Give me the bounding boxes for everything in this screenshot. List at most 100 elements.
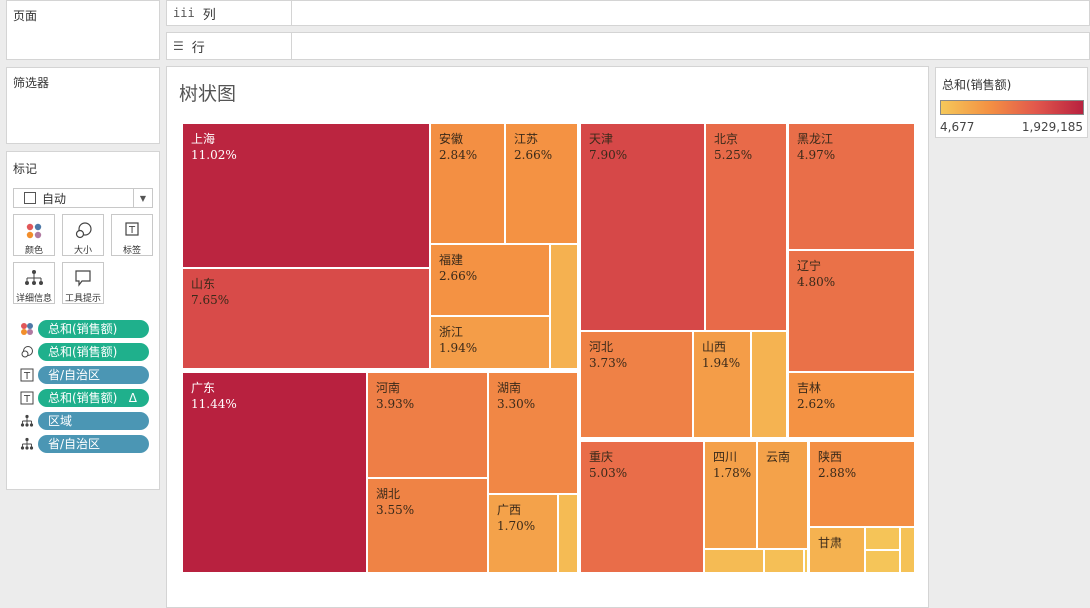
rows-shelf-text: 行 [191, 40, 205, 56]
treemap-tile[interactable] [558, 494, 578, 573]
label-measure-pill[interactable]: 总和(销售额) Δ [38, 389, 149, 407]
tile-province-label: 上海 [191, 132, 216, 146]
pages-panel-title: 页面 [13, 9, 38, 23]
treemap-tile[interactable]: 浙江 1.94% [430, 316, 550, 369]
tile-share-label: 7.90% [589, 148, 628, 162]
filters-panel[interactable]: 筛选器 [6, 67, 160, 144]
detail-button-label: 详细信息 [15, 294, 52, 304]
tile-province-label: 云南 [766, 450, 791, 464]
label-province-pill[interactable]: 省/自治区 [38, 366, 149, 384]
detail-region-pill[interactable]: 区域 [38, 412, 149, 430]
tile-province-label: 天津 [589, 132, 614, 146]
treemap-tile[interactable] [865, 550, 900, 573]
tile-share-label: 3.30% [497, 397, 536, 411]
legend-min: 4,677 [940, 120, 975, 134]
pill-text: 省/自治区 [48, 368, 101, 382]
treemap-tile[interactable] [550, 244, 578, 369]
treemap-tile[interactable]: 吉林 2.62% [788, 372, 915, 438]
color-measure-pill[interactable]: 总和(销售额) [38, 320, 149, 338]
treemap-tile[interactable]: 山西 1.94% [693, 331, 751, 438]
chart-title: 树状图 [179, 83, 237, 105]
rows-shelf[interactable]: ☰ 行 [166, 32, 1090, 60]
tile-province-label: 河北 [589, 340, 614, 354]
treemap-tile[interactable]: 江苏 2.66% [505, 123, 578, 244]
treemap-tile[interactable] [865, 527, 900, 550]
legend-max: 1,929,185 [1021, 120, 1083, 134]
tile-share-label: 3.93% [376, 397, 415, 411]
label-text-icon: T [20, 391, 34, 405]
treemap-tile[interactable]: 辽宁 4.80% [788, 250, 915, 372]
treemap-tile[interactable]: 福建 2.66% [430, 244, 550, 316]
tile-share-label: 5.03% [589, 466, 628, 480]
treemap-tile[interactable]: 云南 [757, 441, 808, 549]
treemap-tile[interactable]: 湖北 3.55% [367, 478, 488, 573]
svg-text:T: T [128, 225, 136, 236]
treemap-tile[interactable]: 山东 7.65% [182, 268, 430, 369]
tile-province-label: 湖北 [376, 487, 401, 501]
tile-share-label: 3.73% [589, 356, 628, 370]
treemap-tile[interactable]: 安徽 2.84% [430, 123, 505, 244]
treemap-tile[interactable]: 重庆 5.03% [580, 441, 704, 573]
tile-share-label: 1.94% [702, 356, 741, 370]
color-button-label: 颜色 [24, 246, 43, 256]
tile-share-label: 1.94% [439, 341, 478, 355]
tile-province-label: 黑龙江 [797, 132, 834, 146]
size-measure-pill[interactable]: 总和(销售额) [38, 343, 149, 361]
treemap-tile[interactable] [900, 527, 915, 573]
size-circles-icon [75, 222, 92, 239]
color-legend[interactable]: 总和(销售额) 4,677 1,929,185 [935, 67, 1088, 138]
treemap-tile[interactable]: 北京 5.25% [705, 123, 787, 331]
treemap-tile[interactable]: 河北 3.73% [580, 331, 693, 438]
rows-icon: ☰ [173, 39, 184, 53]
detail-hierarchy-icon [20, 414, 34, 427]
size-button[interactable]: 大小 [62, 214, 104, 256]
treemap-tile[interactable]: 陕西 2.88% [809, 441, 915, 527]
tile-province-label: 安徽 [439, 132, 464, 146]
label-button-label: 标签 [122, 246, 141, 256]
tooltip-button[interactable]: 工具提示 [62, 262, 104, 304]
tile-share-label: 2.62% [797, 397, 836, 411]
tile-share-label: 5.25% [714, 148, 753, 162]
tile-share-label: 2.88% [818, 466, 857, 480]
treemap-tile[interactable]: 广东 11.44% [182, 372, 367, 573]
tile-share-label: 11.44% [191, 397, 237, 411]
tile-province-label: 辽宁 [797, 259, 822, 273]
label-button[interactable]: T 标签 [111, 214, 153, 256]
treemap-tile[interactable]: 河南 3.93% [367, 372, 488, 478]
treemap-tile[interactable]: 湖南 3.30% [488, 372, 578, 494]
treemap-tile[interactable] [764, 549, 804, 573]
chevron-down-icon[interactable]: ▼ [133, 189, 152, 207]
columns-shelf[interactable]: iii 列 [166, 0, 1090, 26]
mark-type-dropdown[interactable]: 自动 ▼ [13, 188, 153, 208]
tile-province-label: 江苏 [514, 132, 539, 146]
treemap-tile[interactable] [751, 331, 787, 438]
treemap-tile[interactable]: 天津 7.90% [580, 123, 705, 331]
color-dots-icon [26, 223, 42, 239]
pill-text: 区域 [48, 414, 73, 428]
treemap-tile[interactable]: 甘肃 [809, 527, 865, 573]
tile-share-label: 11.02% [191, 148, 237, 162]
detail-button[interactable]: 详细信息 [13, 262, 55, 304]
detail-hierarchy-icon [25, 270, 43, 285]
treemap-tile[interactable]: 黑龙江 4.97% [788, 123, 915, 250]
tile-province-label: 浙江 [439, 325, 464, 339]
rows-shelf-label: ☰ 行 [167, 33, 292, 59]
treemap-tile[interactable] [804, 549, 808, 573]
color-button[interactable]: 颜色 [13, 214, 55, 256]
treemap-tile[interactable]: 广西 1.70% [488, 494, 558, 573]
legend-color-ramp [940, 100, 1084, 115]
tile-province-label: 山东 [191, 277, 216, 291]
detail-province-pill[interactable]: 省/自治区 [38, 435, 149, 453]
treemap-tile[interactable]: 四川 1.78% [704, 441, 757, 549]
treemap-tile[interactable]: 上海 11.02% [182, 123, 430, 268]
label-text-icon: T [20, 368, 34, 382]
tile-province-label: 甘肃 [818, 536, 843, 550]
tile-share-label: 2.66% [514, 148, 553, 162]
pill-text: 总和(销售额) [48, 345, 118, 359]
tile-province-label: 福建 [439, 253, 464, 267]
pill-text: 总和(销售额) [48, 322, 118, 336]
marks-card-title: 标记 [13, 162, 38, 176]
square-mark-icon [24, 192, 36, 204]
marks-card: 标记 自动 ▼ 颜色 大小 T 标签 详细信息 [6, 151, 160, 490]
treemap-tile[interactable] [704, 549, 764, 573]
